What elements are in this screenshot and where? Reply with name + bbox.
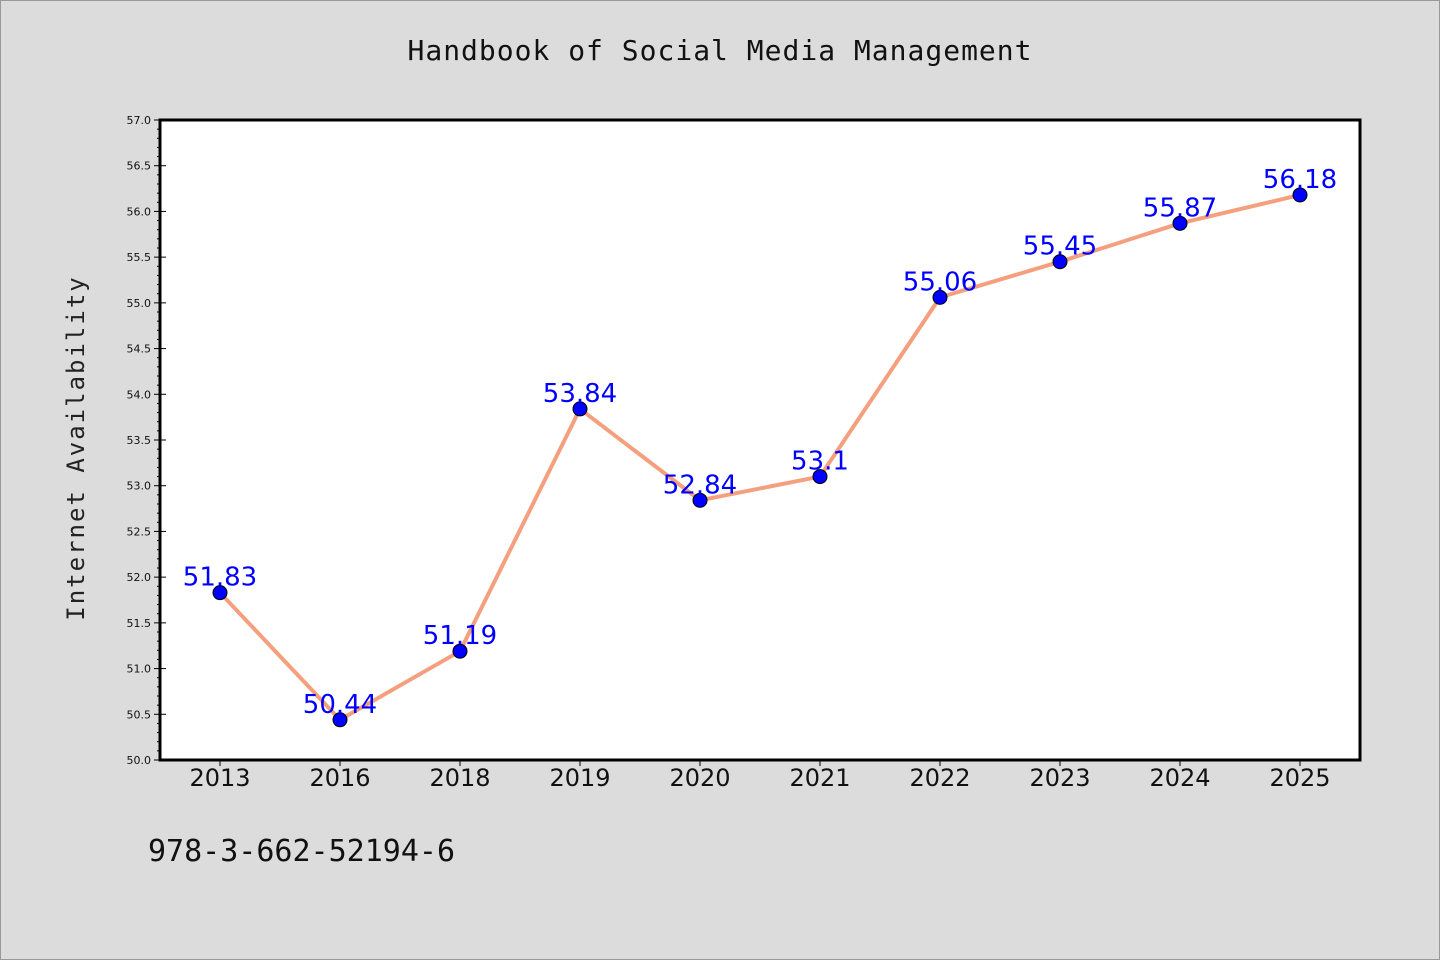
series-group	[212, 187, 1308, 728]
y-tick-label: 50.0	[127, 754, 152, 767]
data-label: 55.87	[1143, 193, 1217, 223]
data-label: 52.84	[663, 470, 737, 500]
data-point	[1052, 254, 1068, 270]
data-label: 53.84	[543, 379, 617, 409]
y-tick-label: 50.5	[127, 708, 152, 721]
data-point	[692, 492, 708, 508]
data-point	[332, 712, 348, 728]
data-label: 55.06	[903, 267, 977, 297]
data-point	[452, 643, 468, 659]
y-tick-label: 55.0	[127, 297, 152, 310]
y-tick-label: 52.0	[127, 571, 152, 584]
y-tick-label: 56.0	[127, 205, 152, 218]
y-tick-label: 57.0	[127, 114, 152, 127]
x-axis-ticks: 2013 2016 2018 2019 2020 2021 2022 2023 2024 2025	[189, 760, 1331, 792]
data-label: 50.44	[303, 690, 377, 720]
y-tick-label: 54.5	[127, 343, 152, 356]
data-labels: 51.83 50.44 51.19 53.84 52.84 53.1 55.06 55.45 5…	[183, 165, 1337, 720]
y-tick-label: 52.5	[127, 525, 152, 538]
y-tick-label: 54.0	[127, 388, 152, 401]
y-tick-label: 51.0	[127, 663, 152, 676]
x-tick-label: 2024	[1149, 764, 1210, 792]
x-tick-label: 2020	[669, 764, 730, 792]
isbn-text: 978-3-662-52194-6	[148, 834, 456, 869]
y-tick-label: 53.0	[127, 480, 152, 493]
y-axis-ticks: 50.0 50.5 51.0 51.5 52.0 52.5 53.0 53.5 54.0 54.5…	[127, 114, 166, 767]
x-tick-label: 2023	[1029, 764, 1090, 792]
data-label: 55.45	[1023, 232, 1097, 262]
series-line	[218, 193, 1301, 722]
y-tick-label: 51.5	[127, 617, 152, 630]
chart-title: Handbook of Social Media Management	[407, 34, 1033, 67]
x-tick-label: 2016	[309, 764, 370, 792]
x-tick-label: 2013	[189, 764, 250, 792]
y-tick-label: 55.5	[127, 251, 152, 264]
data-label: 51.83	[183, 563, 257, 593]
y-tick-label: 56.5	[127, 160, 152, 173]
data-label: 56.18	[1263, 165, 1337, 195]
data-point	[1172, 215, 1188, 231]
plot-area	[158, 118, 1362, 762]
x-tick-label: 2021	[789, 764, 850, 792]
y-tick-label: 53.5	[127, 434, 152, 447]
x-tick-label: 2019	[549, 764, 610, 792]
data-point	[812, 469, 828, 485]
data-point	[212, 585, 228, 601]
data-point	[932, 289, 948, 305]
data-point	[572, 401, 588, 417]
data-label: 53.1	[791, 447, 849, 477]
data-point	[1292, 187, 1308, 203]
data-label: 51.19	[423, 621, 497, 651]
x-tick-label: 2018	[429, 764, 490, 792]
x-tick-label: 2022	[909, 764, 970, 792]
x-tick-label: 2025	[1269, 764, 1330, 792]
